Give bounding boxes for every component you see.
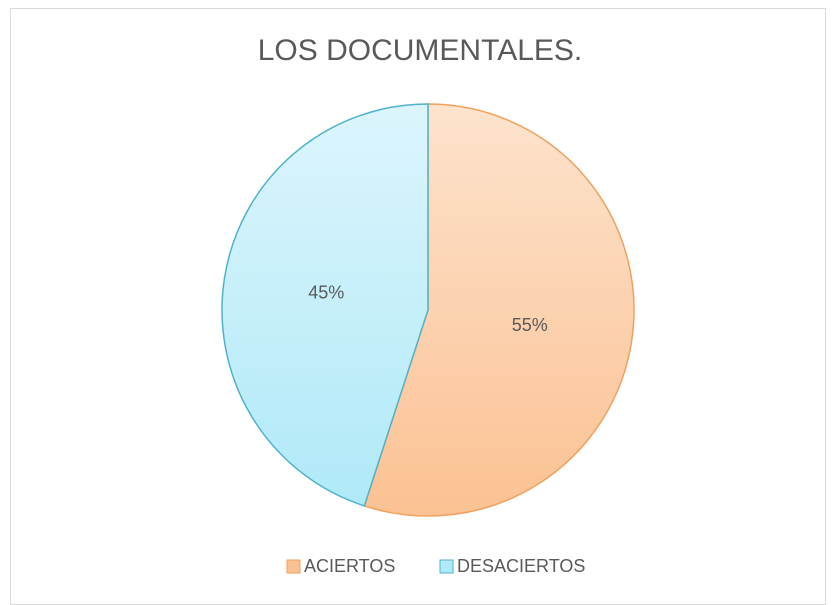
legend-swatch <box>439 559 454 574</box>
legend-label: ACIERTOS <box>304 556 395 576</box>
legend-swatch <box>286 559 301 574</box>
data-label: 55% <box>512 315 548 335</box>
pie-slice <box>221 103 429 507</box>
data-label: 45% <box>308 283 344 303</box>
legend-label: DESACIERTOS <box>457 556 585 576</box>
pie-slice <box>363 103 635 517</box>
chart-title: LOS DOCUMENTALES. <box>258 34 583 67</box>
